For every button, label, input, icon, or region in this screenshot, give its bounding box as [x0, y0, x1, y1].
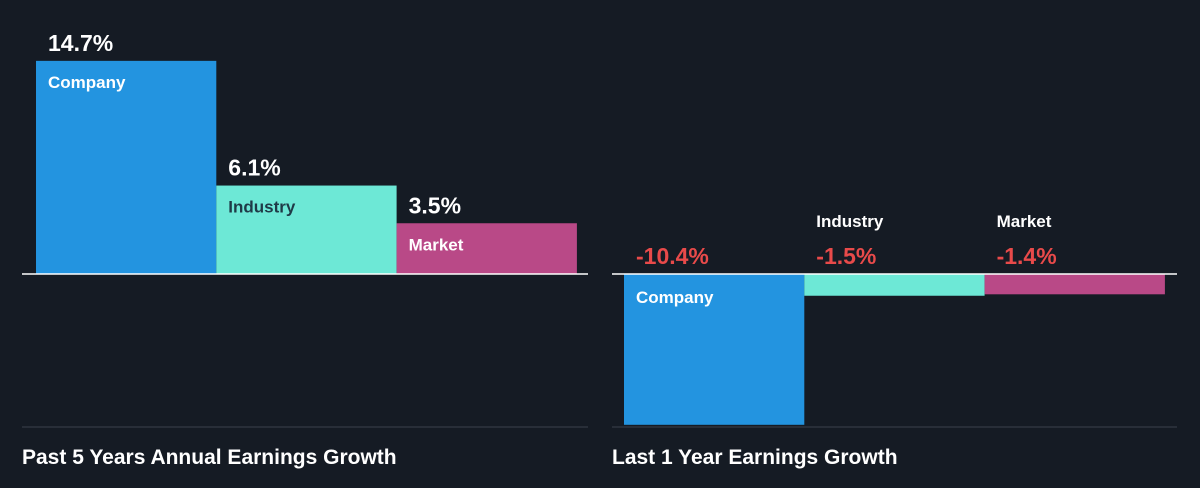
value-label-company-1yr: -10.4% [636, 243, 709, 269]
category-label-industry-5yr: Industry [228, 198, 296, 217]
value-label-company-5yr: 14.7% [48, 30, 113, 56]
value-label-industry-5yr: 6.1% [228, 155, 280, 181]
chart-title-1yr: Last 1 Year Earnings Growth [612, 446, 898, 469]
chart-title-5yr: Past 5 Years Annual Earnings Growth [22, 446, 397, 469]
category-label-industry-1yr: Industry [816, 212, 884, 231]
bar-company-5yr [36, 60, 217, 274]
bar-market-5yr [396, 223, 577, 274]
bar-industry-5yr [216, 185, 397, 274]
value-label-industry-1yr: -1.5% [816, 243, 876, 269]
value-label-market-5yr: 3.5% [409, 192, 461, 218]
category-label-market-5yr: Market [409, 235, 464, 254]
bar-market-1yr [984, 274, 1165, 295]
bar-industry-1yr [804, 274, 985, 296]
category-label-company-5yr: Company [48, 73, 126, 92]
value-label-market-1yr: -1.4% [997, 243, 1057, 269]
bar-company-1yr [624, 274, 805, 425]
category-label-company-1yr: Company [636, 288, 714, 307]
category-label-market-1yr: Market [997, 212, 1052, 231]
